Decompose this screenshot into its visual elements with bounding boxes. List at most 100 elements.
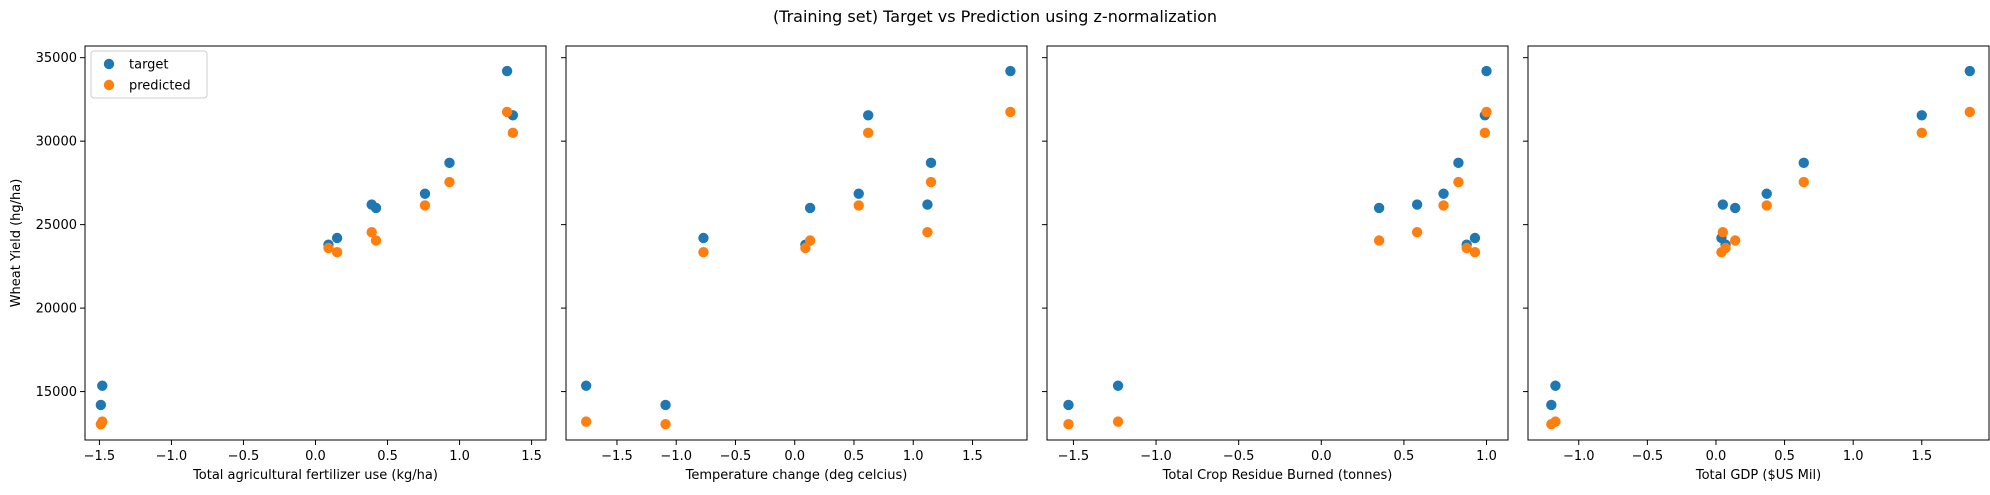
x-tick-label: 1.5 — [962, 449, 983, 464]
target-point — [1481, 65, 1492, 77]
predicted-point — [95, 418, 107, 430]
x-tick-label: −1.5 — [601, 449, 633, 464]
x-tick-label: 0.0 — [305, 449, 326, 464]
y-tick-label: 20000 — [36, 302, 77, 317]
x-axis-label: Total GDP ($US Mil) — [1695, 468, 1821, 483]
x-tick-label: 1.0 — [1476, 449, 1497, 464]
predicted-point — [331, 246, 343, 258]
x-tick-label: −1.0 — [660, 449, 692, 464]
target-point — [1411, 199, 1423, 210]
target-point — [1063, 399, 1074, 411]
predicted-point — [1729, 235, 1741, 246]
predicted-point — [501, 106, 513, 118]
predicted-point — [1720, 242, 1731, 254]
target-point — [580, 380, 592, 391]
predicted-point — [323, 242, 334, 254]
target-point — [444, 157, 455, 169]
predicted-point — [1469, 246, 1481, 258]
legend-box — [90, 50, 208, 99]
target-point — [853, 188, 864, 199]
legend: target predicted — [90, 50, 208, 99]
target-point — [660, 399, 671, 411]
legend-marker-target — [103, 58, 115, 70]
y-tick-label: 30000 — [36, 135, 77, 150]
target-point — [1916, 110, 1927, 121]
target-point — [501, 65, 513, 77]
target-point — [698, 232, 709, 244]
legend-label-predicted: predicted — [129, 79, 191, 94]
subplot-3: −1.5 −1.0 −0.5 0.0 0.5 1.0 Total Crop Residue … — [1042, 45, 1509, 483]
x-tick-label: −0.5 — [1223, 449, 1255, 464]
x-tick-label: −0.5 — [720, 449, 752, 464]
predicted-point — [925, 176, 937, 188]
axes-frame — [1046, 45, 1509, 441]
x-tick-label: 1.0 — [903, 449, 924, 464]
predicted-point — [922, 226, 933, 238]
target-point — [370, 202, 382, 214]
x-axis-label: Temperature change (deg celcius) — [685, 468, 908, 483]
target-point — [1761, 188, 1772, 199]
predicted-point — [1761, 200, 1772, 211]
predicted-point — [1798, 176, 1809, 188]
x-tick-label: 1.5 — [1911, 449, 1932, 464]
target-point — [1005, 65, 1016, 77]
x-tick-label: −0.5 — [1632, 449, 1664, 464]
target-point — [804, 202, 816, 214]
x-tick-label: −1.0 — [1563, 449, 1595, 464]
predicted-point — [1453, 176, 1464, 188]
predicted-point — [1373, 235, 1385, 246]
x-tick-label: −1.5 — [84, 449, 116, 464]
predicted-point — [804, 235, 816, 246]
axes-frame — [84, 45, 547, 441]
predicted-point — [1411, 226, 1423, 238]
axes-frame — [565, 45, 1028, 441]
subplot-4: −1.0 −0.5 0.0 0.5 1.0 1.5 Total GDP ($US Mil) — [1523, 45, 1990, 483]
predicted-point — [370, 235, 382, 246]
predicted-point — [1964, 106, 1975, 118]
predicted-point — [580, 416, 592, 427]
predicted-point — [1461, 242, 1472, 254]
predicted-point — [1112, 416, 1124, 427]
legend-label-target: target — [129, 58, 169, 73]
y-axis-label: Wheat Yield (hg/ha) — [9, 179, 24, 308]
target-point — [1964, 65, 1975, 77]
target-point — [1717, 199, 1729, 210]
predicted-point — [1550, 416, 1561, 427]
predicted-point — [800, 242, 811, 254]
target-point — [331, 232, 343, 244]
predicted-point — [1005, 106, 1016, 118]
figure-title: (Training set) Target vs Prediction usin… — [773, 7, 1217, 26]
target-point — [922, 199, 933, 210]
x-tick-label: 0.5 — [1394, 449, 1415, 464]
x-tick-label: −1.0 — [1140, 449, 1172, 464]
x-tick-label: 0.0 — [1311, 449, 1332, 464]
predicted-point — [419, 200, 431, 211]
legend-marker-predicted — [103, 79, 115, 91]
x-tick-label: 1.0 — [449, 449, 470, 464]
predicted-point — [1063, 418, 1074, 430]
target-point — [1373, 202, 1385, 214]
target-point — [1798, 157, 1809, 169]
target-point — [1546, 399, 1557, 411]
target-point — [1550, 380, 1561, 391]
y-tick-label: 25000 — [36, 218, 77, 233]
target-point — [1112, 380, 1124, 391]
axes-frame — [1527, 45, 1990, 441]
x-tick-label: 0.0 — [1706, 449, 1727, 464]
predicted-point — [366, 226, 377, 238]
target-point — [1729, 202, 1741, 214]
subplot-1: −1.5 −1.0 −0.5 0.0 0.5 1.0 1.5 15000 20000 25000 3… — [9, 45, 547, 483]
x-tick-label: 0.5 — [377, 449, 398, 464]
predicted-point — [1916, 127, 1927, 139]
x-tick-label: −0.5 — [228, 449, 260, 464]
predicted-point — [660, 418, 671, 430]
predicted-point — [862, 127, 874, 139]
y-tick-label: 15000 — [36, 385, 77, 400]
predicted-point — [1717, 226, 1729, 238]
predicted-point — [507, 127, 519, 139]
predicted-point — [698, 246, 709, 258]
target-point — [1469, 232, 1481, 244]
target-point — [419, 188, 431, 199]
